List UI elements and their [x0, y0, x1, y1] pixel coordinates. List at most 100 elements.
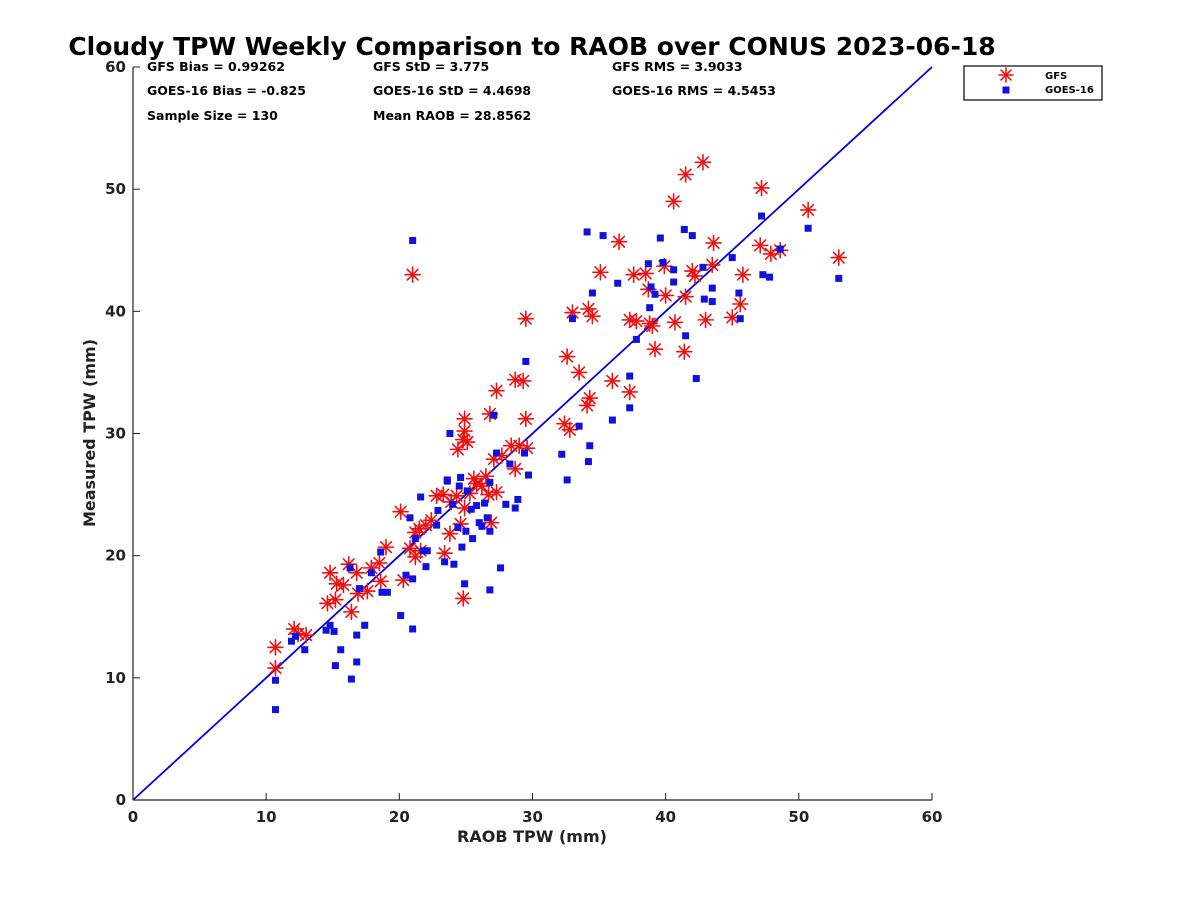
goes16-point: [759, 271, 767, 279]
gfs-point: [454, 590, 472, 607]
legend-goes16-marker: [1002, 86, 1010, 94]
gfs-point: [799, 201, 817, 219]
goes16-point: [475, 519, 483, 527]
goes16-point: [758, 212, 766, 220]
stat-gfs-rms: GFS RMS = 3.9033: [612, 59, 743, 74]
goes16-point: [462, 527, 470, 535]
x-tick-label: 20: [389, 808, 410, 826]
goes16-point: [525, 471, 533, 479]
goes16-point: [700, 295, 708, 303]
one-to-one-line: [132, 66, 933, 801]
goes16-point: [626, 372, 634, 380]
goes16-point: [558, 450, 566, 458]
goes16-point: [417, 493, 425, 501]
goes16-point: [521, 449, 529, 457]
gfs-point: [343, 603, 360, 621]
gfs-point: [321, 564, 339, 582]
goes16-point: [692, 375, 700, 383]
goes16-point: [463, 487, 471, 495]
y-tick-label: 50: [105, 180, 126, 198]
goes16-point: [287, 637, 295, 645]
gfs-point: [584, 307, 601, 325]
legend-goes16-square: [1002, 86, 1010, 94]
gfs-point: [625, 266, 643, 283]
gfs-point: [335, 576, 352, 594]
y-tick-label: 10: [105, 669, 126, 687]
goes16-point: [511, 504, 519, 512]
gfs-point: [401, 540, 419, 557]
gfs-point: [731, 295, 749, 313]
goes16-point: [458, 543, 466, 551]
legend-gfs-asterisk: [998, 67, 1014, 83]
gfs-point: [734, 266, 752, 283]
gfs-point: [267, 638, 284, 656]
goes16-point: [626, 404, 634, 412]
gfs-point: [327, 591, 344, 608]
goes16-point: [670, 266, 678, 274]
gfs-point: [488, 483, 505, 501]
goes16-point: [402, 571, 410, 579]
y-tick-label: 30: [105, 425, 126, 443]
goes16-point: [708, 298, 716, 306]
goes16-point: [614, 279, 622, 287]
goes16-point: [411, 535, 419, 543]
gfs-point: [558, 348, 576, 365]
gfs-point: [319, 595, 336, 612]
x-tick-label: 10: [256, 808, 277, 826]
goes16-point: [347, 675, 355, 683]
goes16-point: [682, 332, 690, 340]
gfs-point: [267, 659, 284, 677]
goes16-point: [670, 278, 678, 286]
legend-gfs-marker: [998, 67, 1014, 83]
goes16-point: [583, 228, 591, 236]
goes16-point: [735, 289, 743, 297]
stat-sample-size: Sample Size = 130: [147, 108, 278, 123]
goes16-point: [478, 522, 486, 530]
legend-gfs-label: GFS: [1045, 71, 1067, 82]
goes16-point: [497, 564, 505, 572]
gfs-point: [441, 525, 459, 542]
gfs-point: [604, 372, 621, 390]
goes16-point: [506, 460, 514, 468]
gfs-point: [676, 343, 693, 360]
legend: GFS GOES-16: [963, 65, 1103, 101]
goes16-point: [457, 473, 465, 481]
gfs-point: [561, 421, 579, 439]
goes16-point: [835, 274, 843, 282]
gfs-point: [646, 340, 664, 358]
goes16-point: [301, 646, 309, 654]
goes16-point: [680, 225, 688, 233]
y-tick-label: 60: [105, 58, 126, 76]
goes16-point: [659, 258, 667, 266]
gfs-point: [458, 433, 476, 451]
gfs-point: [830, 249, 848, 266]
gfs-point: [753, 179, 770, 197]
goes16-point: [766, 273, 774, 281]
goes16-point: [736, 315, 744, 323]
goes16-point: [483, 514, 491, 522]
goes16-point: [378, 588, 386, 596]
x-axis-label: RAOB TPW (mm): [457, 827, 607, 846]
goes16-point: [486, 586, 494, 594]
goes16-point: [346, 564, 354, 572]
x-tick-label: 60: [922, 808, 943, 826]
legend-goes16-label: GOES-16: [1045, 85, 1094, 96]
goes16-point: [522, 357, 530, 365]
gfs-point: [488, 382, 505, 400]
gfs-point: [666, 314, 684, 331]
goes16-point: [409, 625, 417, 633]
stat-mean-raob: Mean RAOB = 28.8562: [373, 108, 531, 123]
stat-goes-rms: GOES-16 RMS = 4.5453: [612, 83, 776, 98]
x-tick-label: 40: [655, 808, 676, 826]
gfs-point: [570, 364, 588, 381]
goes16-point: [271, 676, 279, 684]
goes16-point: [708, 284, 716, 292]
gfs-point: [506, 371, 524, 389]
gfs-point: [628, 312, 645, 330]
goes16-point: [473, 502, 481, 510]
x-tick-label: 50: [788, 808, 809, 826]
gfs-point: [665, 193, 682, 210]
goes16-point: [355, 585, 363, 593]
gfs-point: [637, 265, 654, 282]
stat-gfs-std: GFS StD = 3.775: [373, 59, 489, 74]
